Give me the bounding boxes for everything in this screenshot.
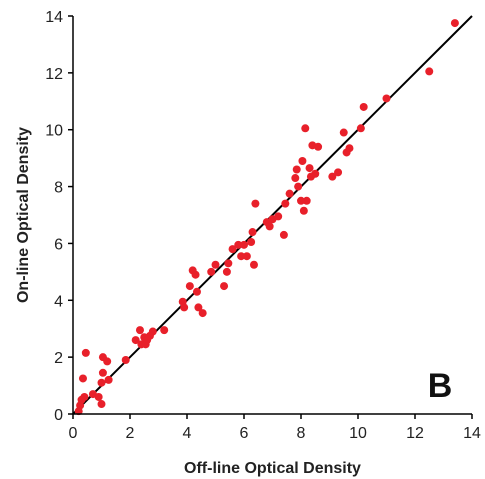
data-point (103, 357, 112, 366)
data-point (248, 228, 257, 237)
x-tick-label: 2 (126, 425, 135, 442)
data-point (285, 189, 294, 198)
data-point (211, 260, 220, 269)
data-point (160, 326, 169, 335)
data-point (97, 400, 106, 409)
x-tick-label: 0 (69, 425, 78, 442)
data-point (148, 327, 157, 336)
data-point (198, 309, 207, 318)
data-point (279, 230, 288, 239)
data-point (382, 94, 391, 103)
data-point (185, 282, 194, 291)
data-point (302, 196, 311, 205)
data-point (345, 144, 354, 153)
data-point (297, 196, 305, 205)
data-point (274, 212, 283, 221)
axes-layer (72, 16, 472, 415)
x-tick-label: 8 (297, 425, 306, 442)
data-point (237, 252, 246, 261)
data-points-layer (74, 19, 459, 416)
data-point (339, 128, 348, 137)
y-tick-label: 8 (54, 180, 63, 197)
data-point (220, 282, 229, 291)
reference-line (72, 15, 473, 415)
y-axis-title: On-line Optical Density (15, 127, 32, 303)
x-tick-label: 6 (240, 425, 249, 442)
data-point (359, 102, 368, 111)
data-point (311, 169, 320, 178)
reference-line-layer (72, 15, 473, 415)
data-point (356, 124, 365, 133)
data-point (97, 378, 106, 387)
data-point (301, 124, 310, 133)
data-point (240, 240, 248, 249)
x-tick-label: 10 (349, 425, 367, 442)
data-point (265, 222, 274, 231)
data-point (98, 368, 107, 377)
data-point (131, 336, 140, 345)
data-point (104, 375, 113, 384)
y-tick-label: 10 (45, 123, 63, 140)
y-tick-label: 12 (45, 66, 63, 83)
y-ticks: 0 2 4 6 8 10 12 14 (45, 9, 73, 424)
data-point (121, 355, 130, 364)
panel-label: B (428, 367, 453, 405)
data-point (207, 267, 216, 276)
data-point (80, 392, 89, 401)
data-point (192, 287, 201, 296)
data-point (234, 240, 243, 249)
data-point (299, 206, 308, 215)
y-tick-label: 14 (45, 9, 63, 26)
data-point (450, 19, 459, 28)
data-point (425, 67, 434, 76)
data-point (281, 199, 290, 208)
data-point (94, 392, 103, 401)
y-tick-label: 6 (54, 236, 63, 253)
data-point (292, 165, 301, 174)
data-point (81, 348, 90, 357)
data-point (194, 303, 203, 312)
data-point (328, 172, 337, 181)
data-point (334, 168, 343, 177)
data-point (224, 259, 233, 268)
y-tick-label: 4 (54, 293, 63, 310)
data-point (247, 238, 256, 247)
x-axis-title: Off-line Optical Density (184, 460, 361, 477)
data-point (314, 142, 323, 151)
data-point (291, 174, 300, 183)
data-point (135, 326, 144, 335)
data-point (78, 374, 87, 383)
x-tick-label: 14 (463, 425, 481, 442)
x-tick-label: 4 (183, 425, 192, 442)
data-point (242, 252, 251, 261)
data-point (191, 270, 200, 279)
data-point (249, 260, 258, 269)
x-ticks: 0 2 4 6 8 10 12 14 (69, 414, 481, 442)
data-point (180, 303, 189, 312)
data-point (222, 267, 231, 276)
data-point (305, 164, 314, 173)
data-point (294, 182, 303, 191)
x-tick-label: 12 (406, 425, 424, 442)
data-point (298, 156, 307, 165)
y-tick-label: 2 (54, 350, 63, 367)
data-point (251, 199, 260, 208)
y-tick-label: 0 (54, 407, 63, 424)
data-point (228, 245, 237, 254)
